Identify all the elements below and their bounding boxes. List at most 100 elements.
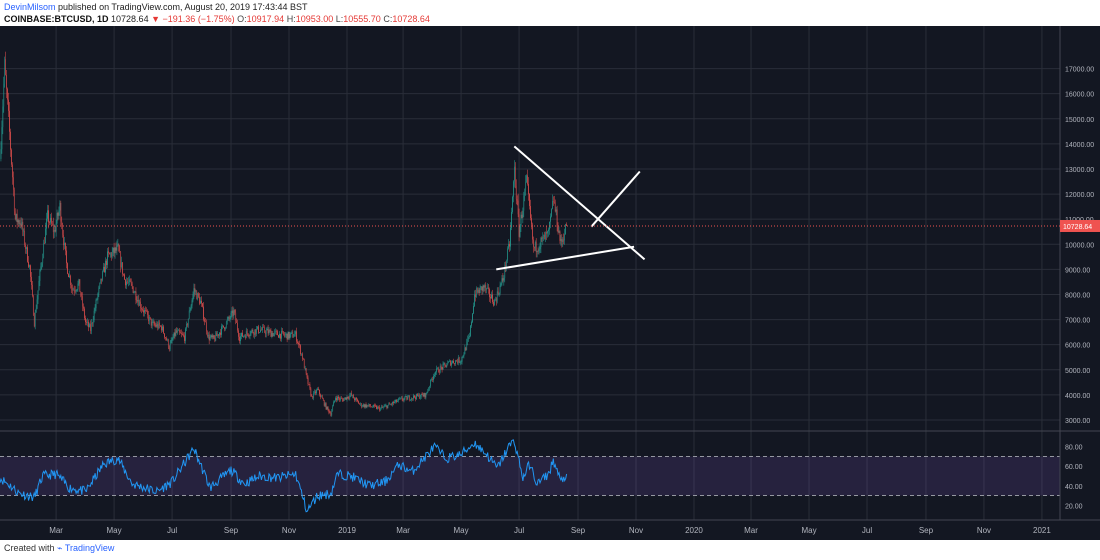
x-tick-label: Nov [629,526,643,535]
candle-body [331,410,333,416]
candle-body [220,332,221,335]
candle-body [262,326,263,331]
candle-body [281,331,282,339]
candle-body [457,357,459,363]
candle-body [311,395,313,397]
candle-body [215,333,217,341]
candle-body [437,368,439,373]
candle-body [52,224,54,233]
candle-body [382,407,384,408]
candle-body [162,326,163,331]
candle-body [383,406,385,408]
y-tick-label: 17000.00 [1065,67,1094,74]
author-link[interactable]: DevinMilsom [4,2,56,12]
candle-body [210,335,212,338]
candle-body [335,398,336,401]
candle-body [301,353,302,355]
candle-body [305,368,307,374]
candle-body [236,320,238,323]
candle-body [101,278,103,281]
candle-body [98,287,100,294]
candle-body [155,325,157,327]
candle-body [138,299,140,306]
candle-body [387,405,389,409]
candle-body [403,398,405,401]
candle-body [350,393,352,396]
candle-body [426,392,428,394]
candle-body [321,396,322,398]
candle-body [466,341,468,351]
candle-body [333,402,334,407]
candle-body [488,287,489,290]
candle-body [144,310,145,313]
candle-body [161,326,162,331]
candle-body [372,407,373,408]
candle-body [263,327,265,332]
x-tick-label: 2021 [1033,526,1051,535]
trendline-drawings[interactable] [496,145,646,271]
candle-body [405,396,407,397]
candle-body [108,251,109,253]
candle-body [379,408,381,411]
candle-body [492,294,493,303]
tradingview-link[interactable]: TradingView [64,543,115,553]
candle-body [474,294,475,307]
candle-body [233,310,235,316]
candle-body [556,209,558,228]
candle-body [271,332,273,337]
candle-body [77,283,79,290]
candle-body [441,367,443,370]
candle-body [0,149,2,159]
candle-body [399,397,401,399]
candle-body [80,291,82,297]
candle-body [493,302,494,306]
candle-body [431,379,432,381]
candle-body [17,220,19,223]
candle-body [184,335,185,341]
candle-body [470,325,471,337]
rsi-tick-label: 20.00 [1065,503,1083,510]
candle-body [1,127,3,150]
candle-body [157,324,159,329]
y-tick-label: 8000.00 [1065,292,1090,299]
candle-body [499,285,501,294]
candle-body [429,386,431,389]
candle-body [448,361,450,363]
candle-body [532,224,533,240]
candle-body [118,244,120,251]
candle-body [432,379,433,381]
candle-body [202,303,203,307]
candle-body [253,332,255,336]
footer: Created with ⌁ TradingView [4,543,114,554]
candle-body [295,331,296,335]
candle-body [205,321,206,323]
candle-body [332,406,334,411]
candle-body [154,324,156,326]
price-chart[interactable]: Mar May Jul Sep Nov 2019 Mar May Jul Sep Nov 2020 Ma… [0,26,1100,540]
candle-body [367,405,369,406]
candle-body [179,330,180,333]
candle-body [214,338,216,341]
candle-body [458,357,460,363]
candle-body [386,405,388,409]
candle-body [82,296,84,307]
candle-body [50,217,51,223]
candle-body [522,210,524,218]
x-tick-label: Sep [224,526,239,535]
candle-body [150,318,152,326]
candle-body [99,283,101,288]
candle-body [409,396,411,401]
x-tick-label: Mar [744,526,758,535]
candle-body [168,347,170,350]
candle-body [540,237,542,247]
candle-body [71,285,72,288]
candle-body [471,321,472,326]
candle-body [310,388,312,396]
ohlc-line: COINBASE:BTCUSD, 1D 10728.64 ▼ −191.36 (… [4,14,430,24]
candle-body [401,397,403,400]
candle-body [376,406,377,409]
candle-body [44,242,45,244]
candle-body [129,279,131,282]
candle-body [74,290,76,292]
candle-body [15,213,17,220]
